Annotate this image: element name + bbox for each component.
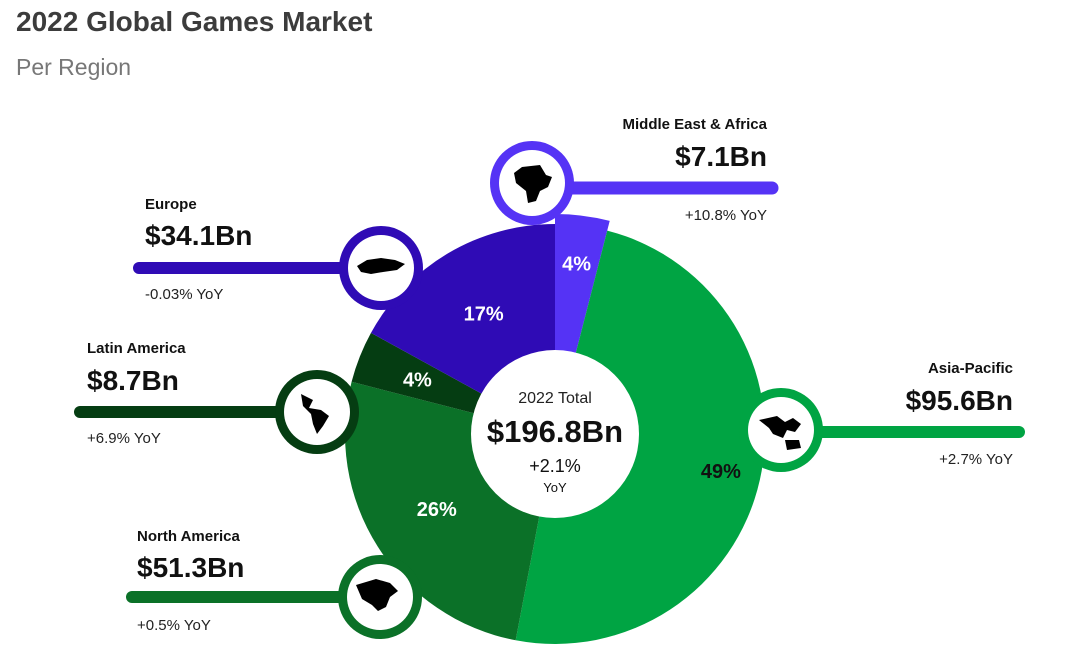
center-total-value: $196.8Bn <box>487 414 623 449</box>
region-name-north-america: North America <box>137 528 240 545</box>
chart-title: 2022 Global Games Market <box>16 6 373 37</box>
region-value-middle-east-africa: $7.1Bn <box>675 141 767 172</box>
region-yoy-north-america: +0.5% YoY <box>137 617 211 634</box>
region-value-europe: $34.1Bn <box>145 220 252 251</box>
region-yoy-latin-america: +6.9% YoY <box>87 430 161 447</box>
region-name-europe: Europe <box>145 196 197 213</box>
region-value-north-america: $51.3Bn <box>137 552 244 583</box>
region-yoy-europe: -0.03% YoY <box>145 286 223 303</box>
slice-asia-pacific <box>515 230 765 644</box>
region-yoy-middle-east-africa: +10.8% YoY <box>685 207 767 224</box>
north-america-map-icon <box>338 555 422 639</box>
region-value-asia-pacific: $95.6Bn <box>906 385 1013 416</box>
slice-percent-middle-east-africa: 4% <box>562 253 591 275</box>
center-hole <box>471 350 639 518</box>
slice-percent-north-america: 26% <box>417 499 457 521</box>
region-name-latin-america: Latin America <box>87 340 186 357</box>
region-yoy-asia-pacific: +2.7% YoY <box>939 451 1013 468</box>
center-caption: 2022 Total <box>518 390 592 407</box>
slice-percent-asia-pacific: 49% <box>701 461 741 483</box>
slice-percent-latin-america: 4% <box>403 370 432 392</box>
latin-america-map-icon <box>275 370 359 454</box>
center-yoy-unit: YoY <box>543 480 567 495</box>
europe-map-icon <box>339 226 423 310</box>
region-value-latin-america: $8.7Bn <box>87 365 179 396</box>
africa-map-icon <box>490 141 574 225</box>
region-name-asia-pacific: Asia-Pacific <box>928 360 1013 377</box>
center-yoy-value: +2.1% <box>529 456 581 476</box>
asia-pacific-map-icon <box>739 388 823 472</box>
region-name-middle-east-africa: Middle East & Africa <box>623 116 768 133</box>
slice-percent-europe: 17% <box>464 304 504 326</box>
chart-subtitle: Per Region <box>16 54 132 80</box>
